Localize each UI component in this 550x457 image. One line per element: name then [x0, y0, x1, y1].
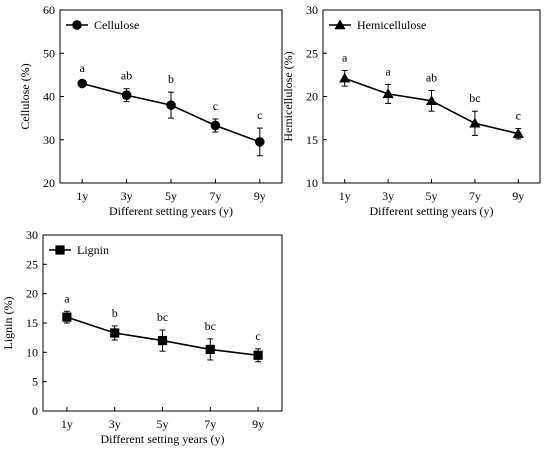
y-tick-label: 50: [43, 46, 55, 60]
y-axis-label: Hemicellulose (%): [281, 51, 295, 141]
x-axis-label: Different setting years (y): [369, 204, 493, 218]
data-point: [253, 350, 263, 360]
y-tick-label: 5: [32, 375, 38, 389]
y-tick-label: 25: [306, 46, 318, 60]
x-tick-label: 1y: [61, 417, 73, 431]
y-tick-label: 20: [306, 90, 318, 104]
significance-label: a: [342, 51, 348, 65]
significance-label: b: [168, 72, 174, 86]
x-axis-label: Different setting years (y): [109, 204, 233, 218]
y-tick-label: 15: [306, 133, 318, 147]
panel-cellulose: 20 30 40 50 60 1y 3y 5y 7y 9y Different setting ye…: [18, 3, 283, 218]
x-tick-label: 7y: [469, 189, 481, 203]
y-tick-label: 60: [43, 3, 55, 17]
legend-marker: [334, 19, 346, 30]
data-point: [254, 137, 265, 147]
legend-marker: [72, 20, 82, 30]
significance-label: c: [255, 329, 260, 343]
y-tick-label: 10: [306, 176, 318, 190]
data-point: [166, 100, 176, 110]
y-axis-label: Cellulose (%): [18, 63, 32, 129]
significance-label: a: [64, 291, 70, 305]
significance-label: bc: [205, 319, 216, 333]
legend: Lignin: [49, 243, 109, 257]
y-tick-label: 20: [26, 287, 38, 301]
legend: Cellulose: [66, 18, 139, 32]
x-tick-label: 3y: [109, 417, 121, 431]
y-tick-label: 15: [26, 316, 38, 330]
x-tick-label: 9y: [254, 189, 266, 203]
y-tick-label: 30: [26, 228, 38, 242]
y-axis-label: Lignin (%): [1, 297, 15, 350]
significance-label: ab: [426, 70, 437, 84]
data-point: [382, 88, 394, 99]
significance-label: bc: [469, 91, 480, 105]
significance-label: a: [385, 64, 391, 78]
data-point: [77, 78, 87, 89]
y-tick-label: 30: [306, 3, 318, 17]
significance-label: c: [213, 99, 218, 113]
x-tick-label: 3y: [382, 189, 394, 203]
x-tick-label: 5y: [157, 417, 169, 431]
x-tick-label: 3y: [121, 189, 133, 203]
data-point: [425, 95, 438, 106]
x-tick-label: 9y: [512, 189, 524, 203]
data-point: [469, 117, 481, 128]
y-tick-label: 25: [26, 257, 38, 271]
x-tick-label: 5y: [426, 189, 438, 203]
data-point: [512, 128, 524, 138]
data-point: [210, 120, 221, 131]
x-tick-label: 9y: [252, 417, 264, 431]
data-point: [157, 336, 168, 346]
data-point: [62, 312, 72, 322]
significance-label: c: [257, 108, 262, 122]
panel-lignin: 0 5 10 15 20 25 30 1y 3y 5y 7y 9y Different setting …: [1, 228, 283, 446]
x-tick-label: 5y: [165, 189, 177, 203]
y-tick-label: 40: [43, 90, 55, 104]
significance-label: c: [516, 109, 521, 123]
significance-label: bc: [157, 310, 168, 324]
x-tick-label: 7y: [204, 417, 216, 431]
legend-label: Lignin: [77, 243, 109, 257]
x-axis-label: Different setting years (y): [100, 432, 224, 446]
significance-label: a: [80, 61, 86, 75]
data-point: [110, 328, 120, 338]
data-point: [205, 344, 215, 354]
significance-label: ab: [121, 69, 132, 83]
y-tick-label: 0: [32, 404, 38, 418]
legend: Hemicellulose: [329, 18, 426, 32]
significance-label: b: [112, 306, 118, 320]
y-tick-label: 30: [43, 133, 55, 147]
legend-label: Cellulose: [94, 18, 139, 32]
data-point: [121, 90, 132, 101]
y-tick-label: 20: [43, 176, 55, 190]
y-tick-label: 10: [26, 345, 38, 359]
data-point: [339, 72, 351, 83]
x-tick-label: 1y: [339, 189, 351, 203]
x-tick-label: 7y: [209, 189, 221, 203]
legend-marker: [55, 245, 65, 255]
panel-hemicellulose: 10 15 20 25 30 1y 3y 5y 7y 9y Different setting ye…: [281, 3, 541, 218]
legend-label: Hemicellulose: [357, 18, 426, 32]
x-tick-label: 1y: [76, 189, 88, 203]
